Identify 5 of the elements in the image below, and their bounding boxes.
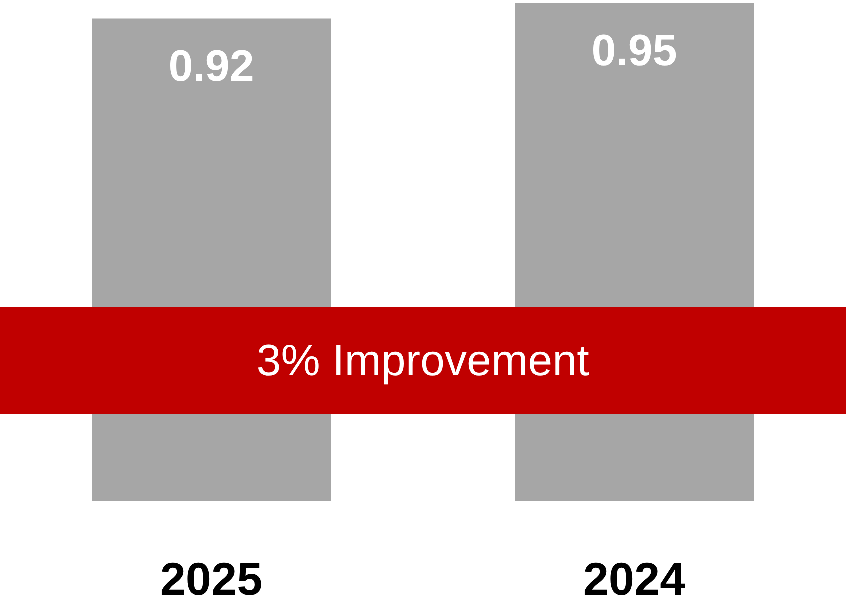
data-label: 0.92 [168, 42, 254, 92]
data-label: 0.95 [592, 26, 678, 76]
x-tick-label: 2024 [583, 553, 686, 605]
x-tick-label: 2025 [160, 553, 263, 605]
band-label: 3% Improvement [256, 336, 590, 386]
